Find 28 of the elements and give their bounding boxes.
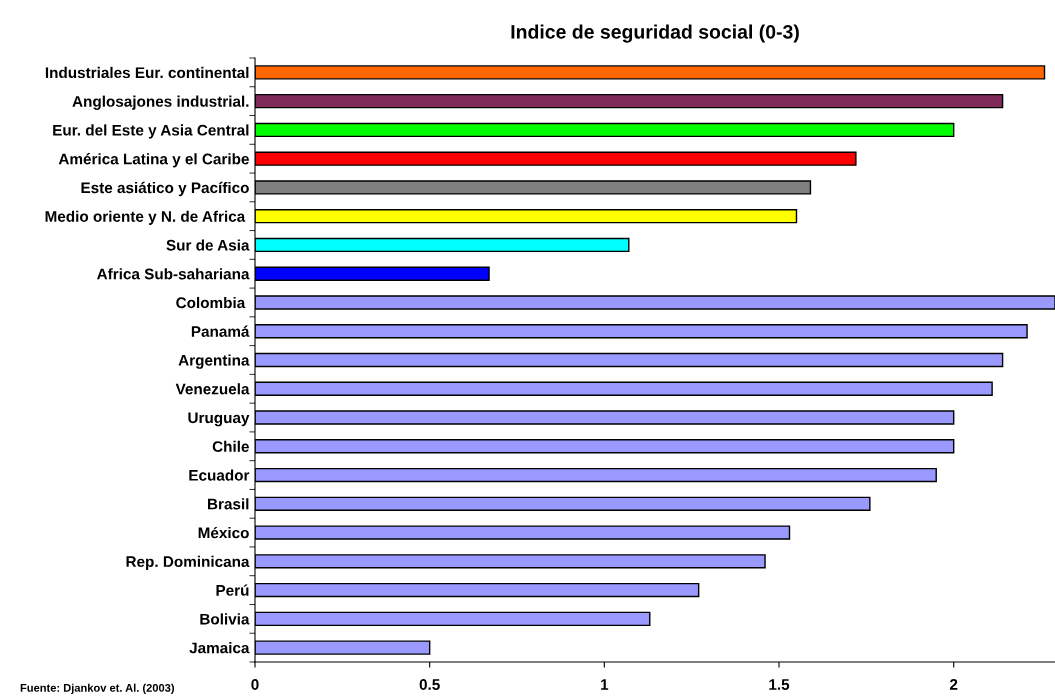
x-tick-label: 1: [601, 679, 609, 690]
y-tick-label: Uruguay: [188, 412, 250, 427]
y-tick-label: México: [198, 526, 249, 539]
y-tick-label: Rep. Dominicana: [126, 555, 250, 571]
y-tick-label: Chile: [212, 440, 249, 452]
y-tick-label: Panamá: [191, 325, 250, 337]
y-tick-label: Africa Sub-sahariana: [97, 268, 250, 280]
x-tick-label: 0.5: [419, 679, 440, 690]
y-tick-label: Eur. del Este y Asia Central: [53, 124, 249, 139]
y-tick-label: Brasil: [208, 498, 249, 510]
y-tick-label: Sur de Asia: [166, 239, 250, 251]
y-tick-label: Este asiático y Pacífico: [81, 181, 249, 197]
y-tick-label: Perú: [216, 584, 249, 596]
y-tick-label: Industriales Eur. continental: [45, 66, 249, 79]
y-tick-label: Jamaica: [189, 642, 250, 654]
y-tick-label: Medio oriente y N. de Africa: [45, 210, 246, 225]
chart-title: Indice de seguridad social (0-3): [511, 24, 799, 43]
y-tick-label: Ecuador: [189, 469, 250, 481]
y-tick-label: Anglosajones industrial.: [72, 95, 249, 110]
x-tick-label: 2: [949, 679, 958, 690]
x-tick-label: 1.5: [769, 679, 790, 690]
y-tick-label: Argentina: [178, 354, 250, 369]
y-tick-label: América Latina y el Caribe: [58, 153, 249, 168]
y-tick-label: Venezuela: [175, 383, 250, 395]
x-tick-label: 0: [251, 679, 259, 690]
y-tick-label: Colombia: [176, 296, 246, 309]
source-note: Fuente: Djankov et. Al. (2003): [20, 683, 175, 694]
y-tick-label: Bolivia: [200, 613, 250, 625]
